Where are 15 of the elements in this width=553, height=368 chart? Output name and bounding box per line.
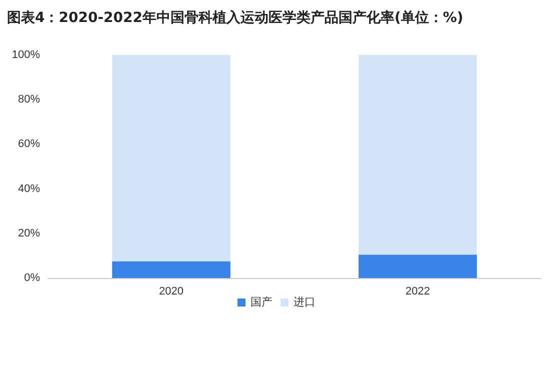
y-tick-label: 40% — [18, 182, 40, 195]
y-tick-label: 80% — [18, 94, 40, 106]
chart-title: 图表4：2020-2022年中国骨科植入运动医学类产品国产化率(单位：%) — [7, 9, 464, 26]
y-tick-label: 0% — [24, 272, 40, 284]
bar — [358, 55, 477, 255]
y-tick-label: 60% — [18, 138, 40, 150]
x-tick-label: 2020 — [159, 286, 184, 298]
bar — [112, 261, 230, 278]
bar — [358, 254, 477, 278]
legend-label: 进口 — [294, 296, 316, 308]
legend-label: 国产 — [250, 296, 272, 308]
x-tick-label: 2022 — [406, 286, 430, 298]
bar — [112, 55, 230, 262]
y-tick-label: 100% — [12, 49, 40, 61]
y-tick-label: 20% — [18, 227, 40, 240]
